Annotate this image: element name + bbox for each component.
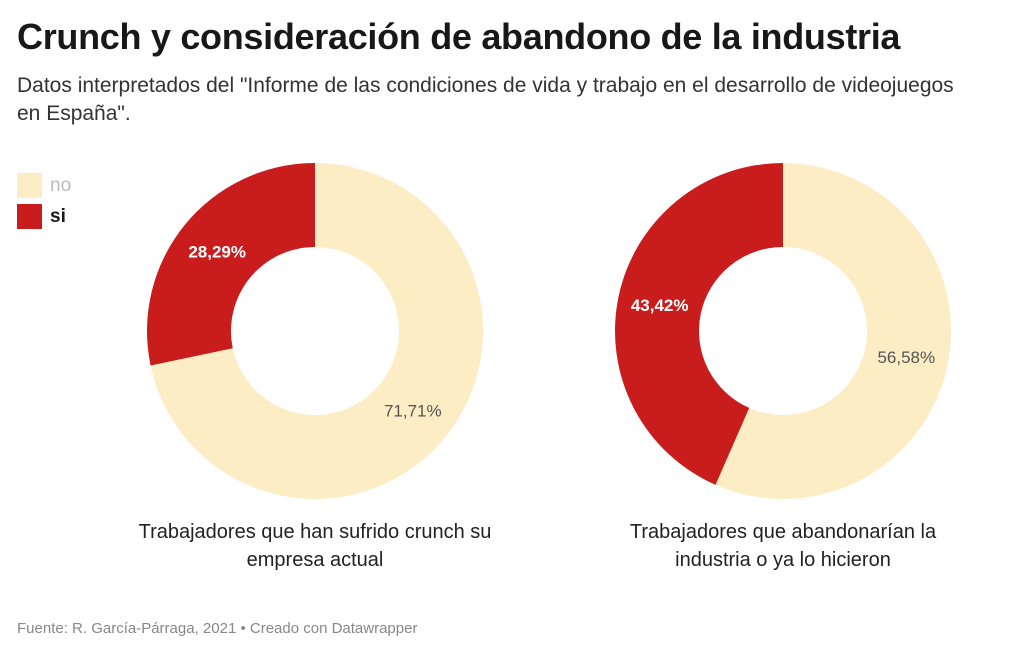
legend-swatch-no xyxy=(17,173,42,198)
chart-caption: Trabajadores que han sufrido crunch su xyxy=(139,521,492,543)
slice-si xyxy=(146,162,315,366)
chart-subtitle: Datos interpretados del "Informe de las … xyxy=(17,74,954,125)
donut-chart-2: 56,58% 43,42% Trabajadores que abandonaría… xyxy=(614,163,951,571)
chart-caption: Trabajadores que abandonarían la xyxy=(630,521,937,543)
slice-label-si: 43,42% xyxy=(631,296,689,315)
slice-label-no: 71,71% xyxy=(384,401,442,420)
slice-label-no: 56,58% xyxy=(877,348,935,367)
slice-si xyxy=(614,163,783,485)
source-note: Fuente: R. García-Párraga, 2021 • Creado… xyxy=(17,620,418,637)
legend-item-no: no xyxy=(17,172,71,199)
legend: no si xyxy=(17,172,71,234)
legend-label-si: si xyxy=(50,205,66,227)
chart-caption: industria o ya lo hicieron xyxy=(675,549,891,571)
donut-chart-1: 71,71% 28,29% Trabajadores que han sufrido… xyxy=(139,162,492,571)
legend-item-si: si xyxy=(17,203,71,230)
legend-swatch-si xyxy=(17,204,42,229)
legend-label-no: no xyxy=(50,174,72,196)
slice-label-si: 28,29% xyxy=(188,243,246,262)
slice-no xyxy=(715,163,951,500)
chart-caption: empresa actual xyxy=(247,549,384,571)
chart-title: Crunch y consideración de abandono de la… xyxy=(17,16,901,57)
slice-no xyxy=(150,163,483,499)
